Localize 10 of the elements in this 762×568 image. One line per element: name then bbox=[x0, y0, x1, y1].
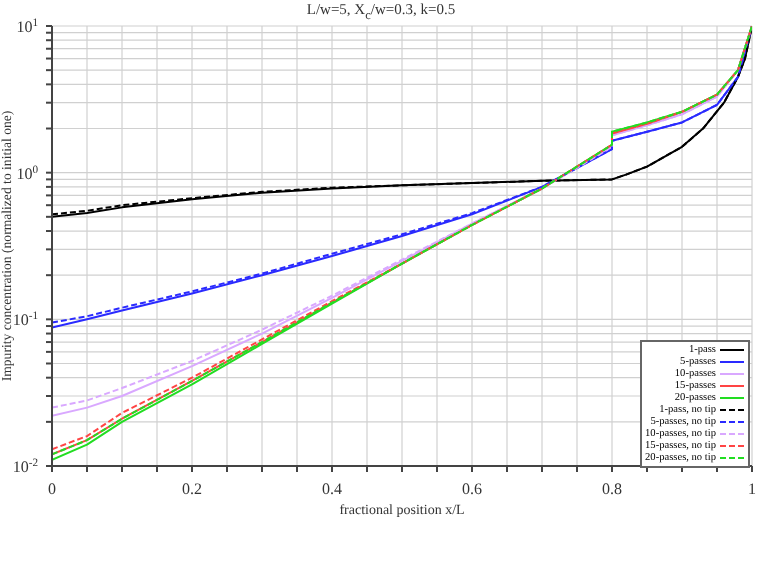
y-tick-label: 10$^{-2}$ bbox=[12, 458, 39, 476]
y-tick-label: 10$^{1}$ bbox=[16, 18, 39, 36]
x-tick-label: 1 bbox=[748, 480, 756, 498]
x-tick-label: 0.8 bbox=[602, 480, 622, 498]
x-tick-label: 0 bbox=[48, 480, 56, 498]
x-tick-label: 0.4 bbox=[322, 480, 342, 498]
y-tick-label: 10$^{0}$ bbox=[16, 164, 39, 183]
x-tick-label: 0.6 bbox=[462, 480, 482, 498]
x-tick-label: 0.2 bbox=[182, 480, 202, 498]
y-tick-label: 10$^{-1}$ bbox=[12, 311, 39, 330]
